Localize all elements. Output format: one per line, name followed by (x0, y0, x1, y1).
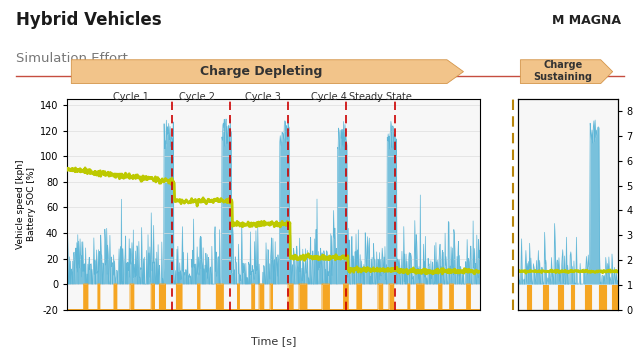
Text: Cycle 3: Cycle 3 (245, 91, 281, 102)
Text: Steady State: Steady State (349, 91, 412, 102)
FancyArrow shape (71, 60, 463, 84)
Text: Charge Depleting: Charge Depleting (200, 64, 323, 78)
Text: Simulation Effort: Simulation Effort (16, 52, 128, 65)
Text: Cycle 2: Cycle 2 (179, 91, 215, 102)
Text: Time [s]: Time [s] (251, 336, 296, 346)
Text: Cycle 4: Cycle 4 (312, 91, 348, 102)
Text: M MAGNA: M MAGNA (552, 14, 621, 27)
Text: Hybrid Vehicles: Hybrid Vehicles (16, 11, 162, 29)
FancyArrow shape (520, 60, 612, 84)
Y-axis label: Vehicle speed [kph]
Battery SOC [%]: Vehicle speed [kph] Battery SOC [%] (16, 159, 35, 249)
Text: Cycle 1: Cycle 1 (113, 91, 149, 102)
Text: Charge
Sustaining: Charge Sustaining (534, 60, 593, 82)
